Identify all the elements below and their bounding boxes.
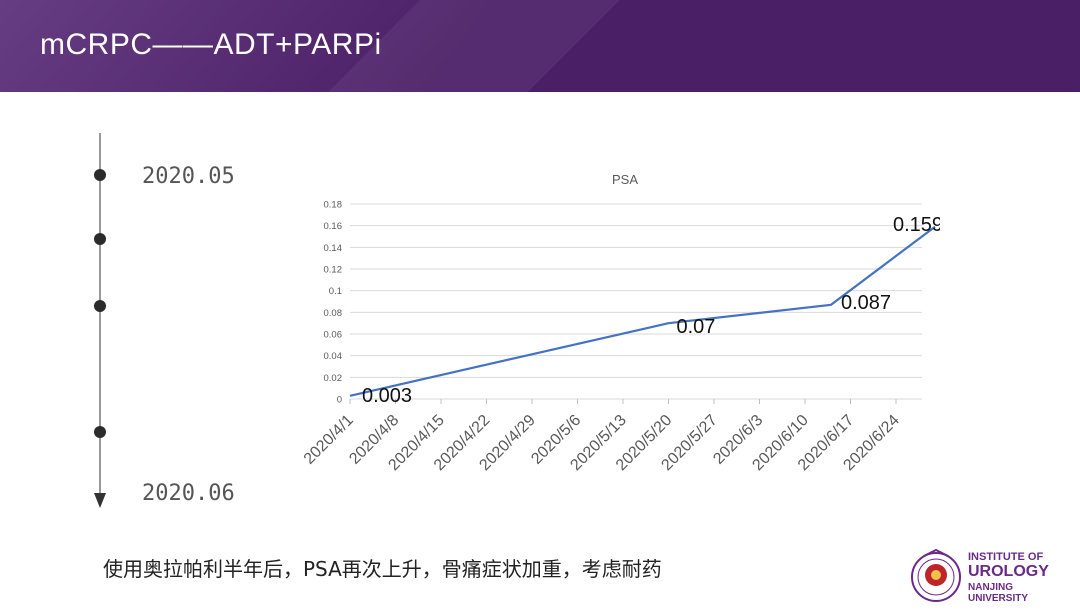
timeline-dot: [94, 300, 106, 312]
psa-series-line: [349, 225, 936, 397]
data-label: 0.159: [893, 214, 940, 236]
y-tick-label: 0: [337, 395, 342, 406]
y-tick-label: 0.06: [324, 330, 343, 341]
data-label: 0.07: [677, 316, 716, 338]
y-tick-label: 0.14: [324, 243, 343, 254]
y-tick-label: 0.04: [324, 351, 343, 362]
y-tick-label: 0.02: [324, 373, 343, 384]
y-tick-label: 0.1: [329, 286, 342, 297]
timeline-end-label: 2020.06: [142, 481, 235, 506]
chart-title: PSA: [612, 172, 638, 187]
data-label: 0.087: [841, 292, 891, 314]
logo-line-1: INSTITUTE OF: [968, 551, 1044, 563]
y-tick-label: 0.16: [324, 221, 343, 232]
timeline-start-label: 2020.05: [142, 164, 235, 189]
chart-data-labels: 0.003 0.07 0.087 0.159: [362, 214, 940, 407]
university-seal-icon: [911, 548, 961, 602]
timeline-arrow-icon: [94, 493, 106, 508]
chart-y-axis: 0 0.02 0.04 0.06 0.08 0.1 0.12 0.14 0.16 0.18: [324, 200, 343, 406]
y-tick-label: 0.08: [324, 308, 343, 319]
y-tick-label: 0.12: [324, 265, 343, 276]
psa-line-chart: PSA 0 0.02 0.04 0.06 0.08 0.1 0.12 0.14 0.16 0.18…: [301, 172, 940, 474]
logo-line-3: NANJING: [968, 582, 1014, 593]
logo-line-4: UNIVERSITY: [968, 593, 1029, 604]
logo-line-2: UROLOGY: [968, 563, 1049, 580]
chart-gridlines: [350, 203, 922, 400]
data-label: 0.003: [362, 385, 412, 407]
y-tick-label: 0.18: [324, 200, 343, 211]
chart-x-axis: 2020/4/12020/4/82020/4/152020/4/222020/4…: [301, 399, 903, 474]
slide-header: mCRPC——ADT+PARPi: [0, 0, 1080, 92]
timeline: [94, 133, 106, 508]
timeline-dot: [94, 233, 106, 245]
timeline-dot: [94, 169, 106, 181]
slide-title: mCRPC——ADT+PARPi: [40, 28, 382, 61]
institute-logo: INSTITUTE OF UROLOGY NANJING UNIVERSITY: [910, 548, 1070, 606]
slide-caption: 使用奥拉帕利半年后，PSA再次上升，骨痛症状加重，考虑耐药: [103, 557, 662, 581]
timeline-dot: [94, 426, 106, 438]
